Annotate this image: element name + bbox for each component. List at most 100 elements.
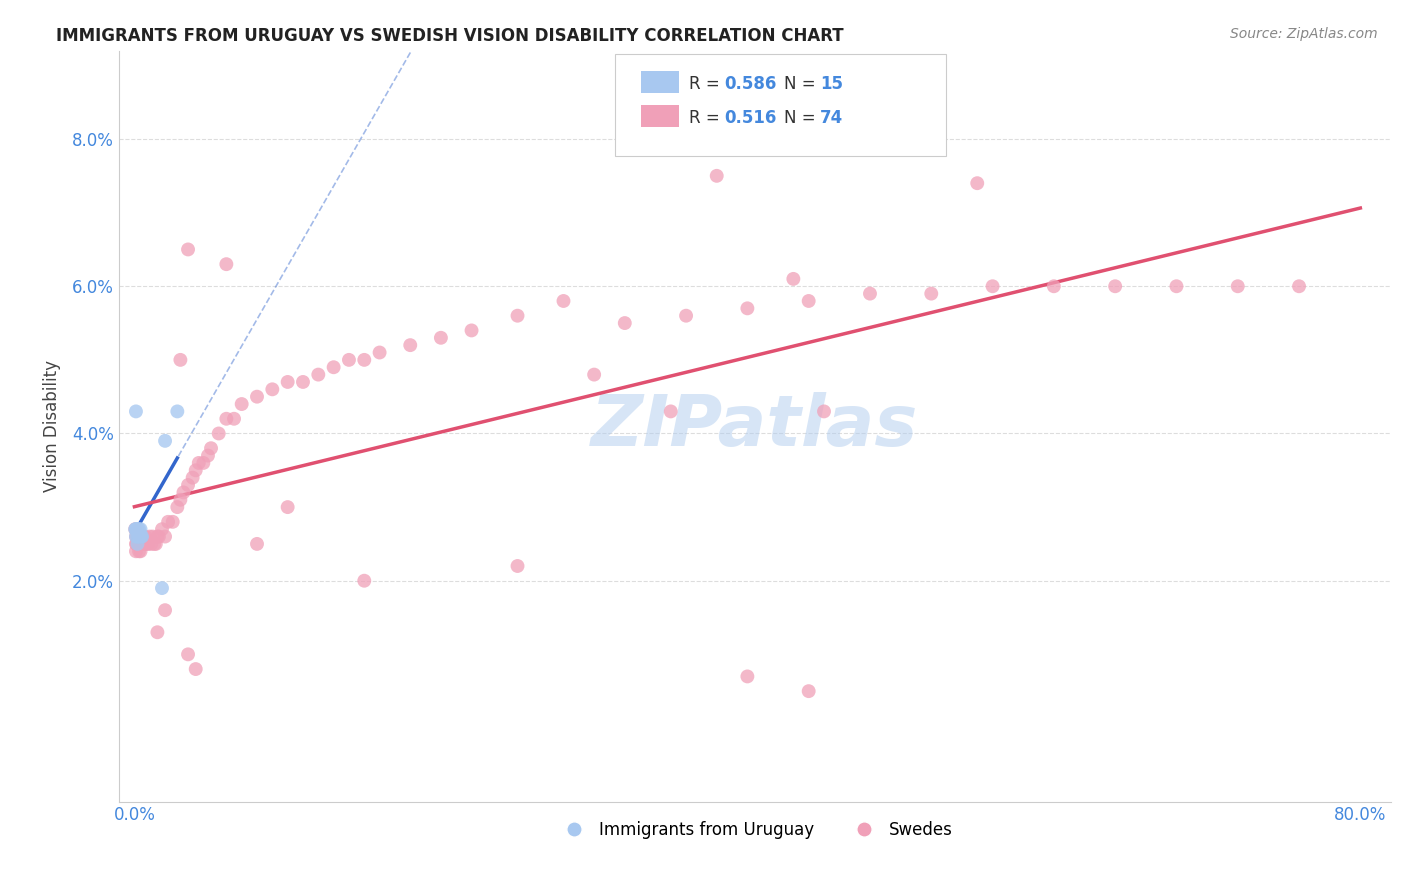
Point xyxy=(153,434,176,448)
Point xyxy=(150,581,173,595)
Point xyxy=(430,331,453,345)
Text: R =: R = xyxy=(689,76,725,94)
Point xyxy=(215,411,238,425)
Text: Source: ZipAtlas.com: Source: ZipAtlas.com xyxy=(1230,27,1378,41)
Text: N =: N = xyxy=(785,109,821,128)
Point xyxy=(981,279,1004,293)
Point xyxy=(1043,279,1066,293)
Point xyxy=(506,309,529,323)
Point xyxy=(128,544,150,558)
Point xyxy=(131,530,153,544)
Text: 0.586: 0.586 xyxy=(724,76,778,94)
Point xyxy=(157,515,180,529)
Text: 0.516: 0.516 xyxy=(724,109,778,128)
Point xyxy=(128,522,150,536)
Point xyxy=(737,301,759,316)
Point xyxy=(145,537,167,551)
Point xyxy=(966,176,988,190)
Text: N =: N = xyxy=(785,76,821,94)
Point xyxy=(135,537,157,551)
Point xyxy=(166,500,188,515)
Point xyxy=(920,286,942,301)
Point xyxy=(129,537,152,551)
Point xyxy=(1104,279,1126,293)
Point xyxy=(169,352,191,367)
Point xyxy=(150,522,173,536)
Point xyxy=(208,426,231,441)
Point xyxy=(125,530,148,544)
Point xyxy=(153,530,176,544)
Point xyxy=(307,368,329,382)
Text: 74: 74 xyxy=(820,109,844,128)
Point xyxy=(128,530,150,544)
Point xyxy=(246,537,269,551)
Point xyxy=(193,456,215,470)
Y-axis label: Vision Disability: Vision Disability xyxy=(44,360,60,492)
Point xyxy=(797,684,820,698)
Point xyxy=(553,293,575,308)
Point xyxy=(197,449,219,463)
Point xyxy=(125,537,148,551)
Point xyxy=(125,537,148,551)
Point xyxy=(166,404,188,418)
Point xyxy=(177,648,200,662)
FancyBboxPatch shape xyxy=(616,54,946,156)
Point xyxy=(139,530,162,544)
Point xyxy=(124,522,146,536)
Point xyxy=(337,352,360,367)
Point xyxy=(127,530,149,544)
Point xyxy=(675,309,697,323)
Point xyxy=(177,478,200,492)
Text: R =: R = xyxy=(689,109,725,128)
Point xyxy=(1166,279,1188,293)
Point xyxy=(125,544,148,558)
Point xyxy=(162,515,184,529)
Point xyxy=(127,522,149,536)
Point xyxy=(353,352,375,367)
Point xyxy=(127,530,149,544)
Point xyxy=(813,404,835,418)
Point xyxy=(231,397,253,411)
Point xyxy=(125,522,148,536)
Point xyxy=(146,530,169,544)
Point xyxy=(262,382,284,396)
Point xyxy=(277,500,299,515)
Text: ZIPatlas: ZIPatlas xyxy=(592,392,918,460)
Legend: Immigrants from Uruguay, Swedes: Immigrants from Uruguay, Swedes xyxy=(551,814,959,846)
Point xyxy=(246,390,269,404)
Point xyxy=(127,537,149,551)
Point xyxy=(506,559,529,574)
Point xyxy=(146,625,169,640)
Point xyxy=(172,485,194,500)
Point xyxy=(1288,279,1310,293)
Point xyxy=(353,574,375,588)
Point xyxy=(737,669,759,683)
FancyBboxPatch shape xyxy=(641,71,679,94)
Point xyxy=(215,257,238,271)
Point xyxy=(583,368,606,382)
Text: IMMIGRANTS FROM URUGUAY VS SWEDISH VISION DISABILITY CORRELATION CHART: IMMIGRANTS FROM URUGUAY VS SWEDISH VISIO… xyxy=(56,27,844,45)
Point xyxy=(124,522,146,536)
Point xyxy=(134,530,156,544)
Point xyxy=(125,522,148,536)
Point xyxy=(1226,279,1249,293)
Point xyxy=(706,169,728,183)
Point xyxy=(131,537,153,551)
Point xyxy=(129,522,152,536)
Text: 15: 15 xyxy=(820,76,844,94)
Point xyxy=(143,537,166,551)
Point xyxy=(181,470,204,484)
Point xyxy=(277,375,299,389)
Point xyxy=(128,530,150,544)
Point xyxy=(129,544,152,558)
Point xyxy=(142,530,165,544)
Point xyxy=(153,603,176,617)
Point xyxy=(169,492,191,507)
Point xyxy=(200,441,222,455)
Point xyxy=(613,316,636,330)
Point xyxy=(131,530,153,544)
Point xyxy=(125,530,148,544)
Point xyxy=(125,404,148,418)
Point xyxy=(222,411,245,425)
Point xyxy=(136,537,159,551)
